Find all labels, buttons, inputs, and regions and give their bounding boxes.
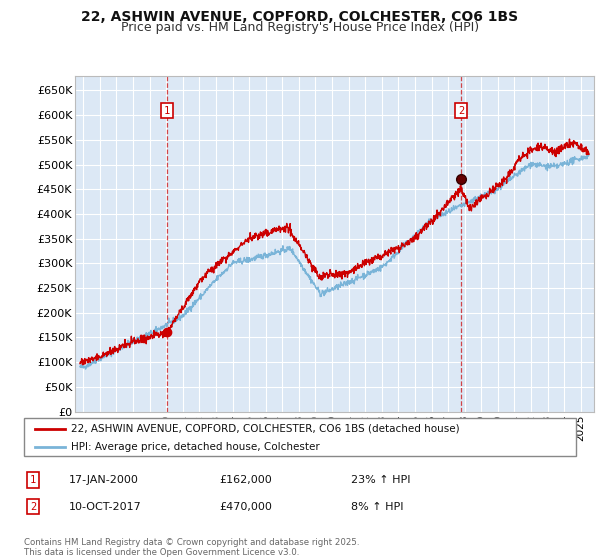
Text: £470,000: £470,000 [219, 502, 272, 512]
Text: HPI: Average price, detached house, Colchester: HPI: Average price, detached house, Colc… [71, 442, 320, 452]
Text: 10-OCT-2017: 10-OCT-2017 [69, 502, 142, 512]
Text: 2: 2 [458, 106, 464, 116]
Text: 22, ASHWIN AVENUE, COPFORD, COLCHESTER, CO6 1BS: 22, ASHWIN AVENUE, COPFORD, COLCHESTER, … [82, 10, 518, 24]
Text: £162,000: £162,000 [219, 475, 272, 485]
Text: 17-JAN-2000: 17-JAN-2000 [69, 475, 139, 485]
Text: 1: 1 [164, 106, 170, 116]
Text: 2: 2 [30, 502, 36, 512]
Text: 22, ASHWIN AVENUE, COPFORD, COLCHESTER, CO6 1BS (detached house): 22, ASHWIN AVENUE, COPFORD, COLCHESTER, … [71, 423, 460, 433]
Text: 23% ↑ HPI: 23% ↑ HPI [351, 475, 410, 485]
Text: 8% ↑ HPI: 8% ↑ HPI [351, 502, 404, 512]
Text: Contains HM Land Registry data © Crown copyright and database right 2025.
This d: Contains HM Land Registry data © Crown c… [24, 538, 359, 557]
Text: 1: 1 [30, 475, 36, 485]
Text: Price paid vs. HM Land Registry's House Price Index (HPI): Price paid vs. HM Land Registry's House … [121, 21, 479, 34]
FancyBboxPatch shape [24, 418, 576, 456]
